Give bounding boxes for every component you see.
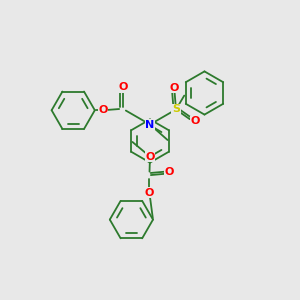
Text: S: S [172,104,180,115]
Text: O: O [98,105,108,115]
Text: O: O [145,188,154,198]
Text: O: O [145,152,155,162]
Text: O: O [191,116,200,127]
Text: O: O [165,167,174,177]
Text: O: O [118,82,128,92]
Text: O: O [170,83,179,93]
Text: N: N [146,119,154,130]
